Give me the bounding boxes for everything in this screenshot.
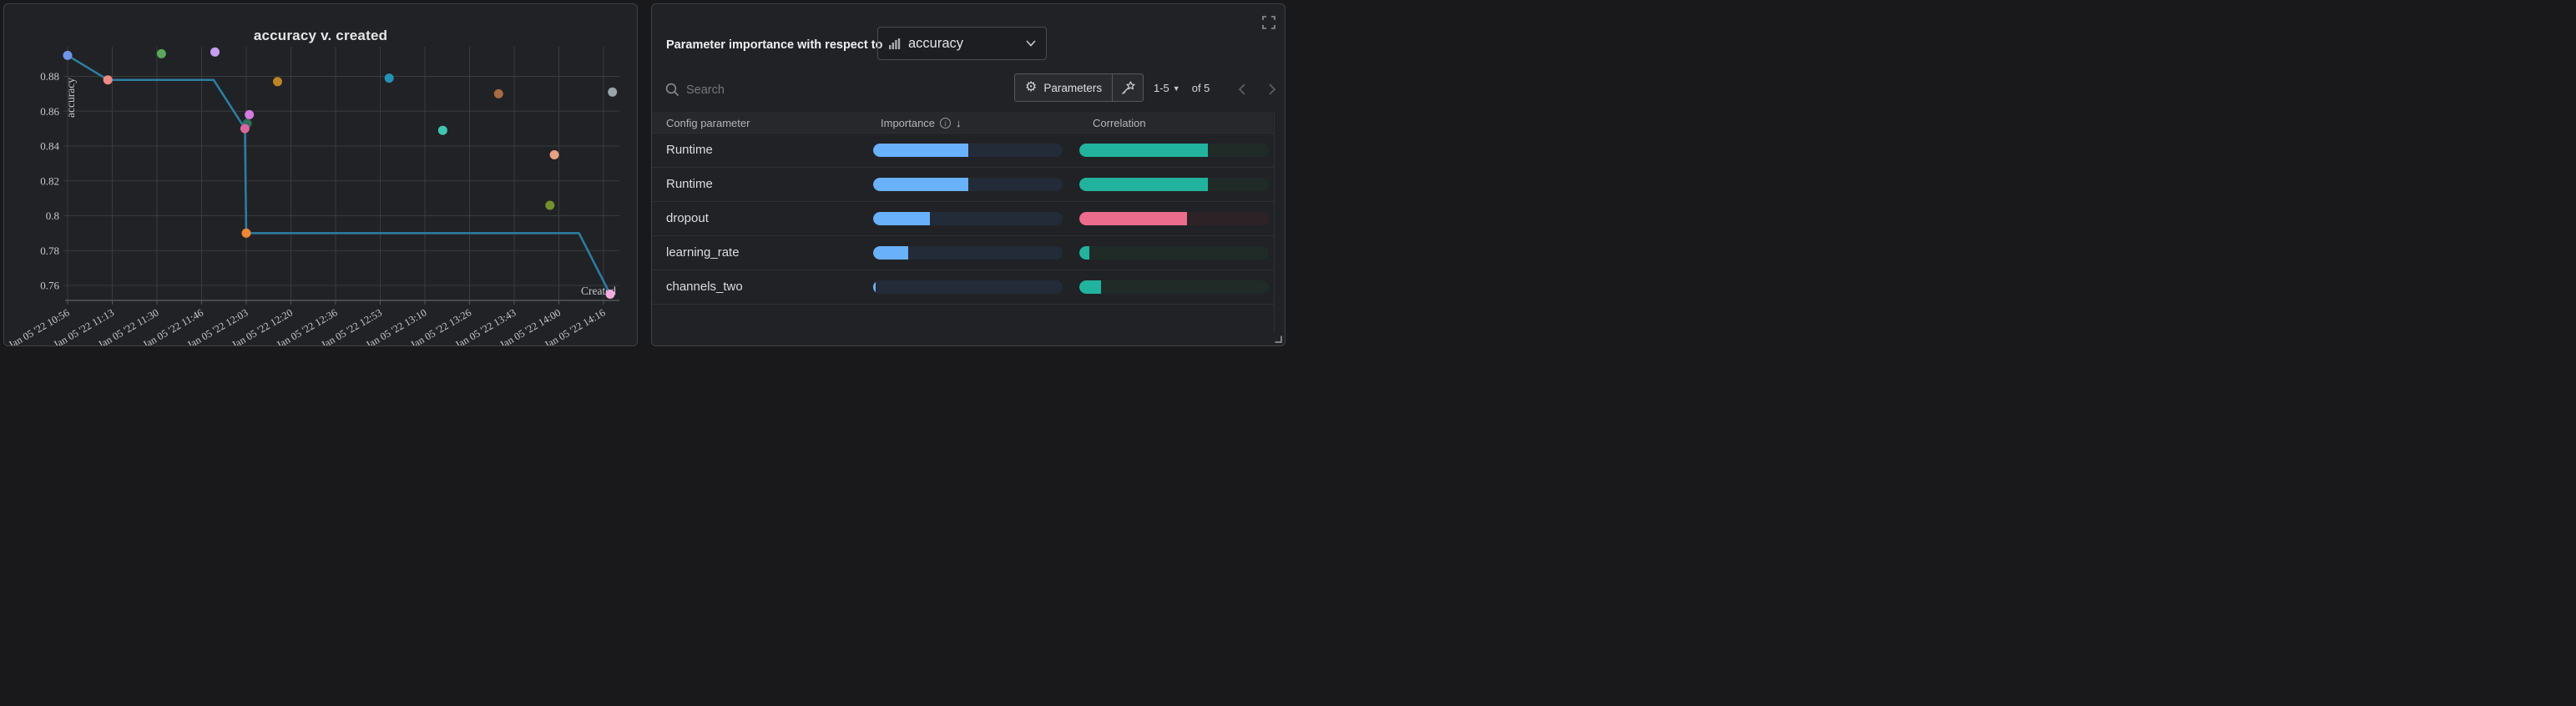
scatter-point[interactable]	[608, 87, 618, 97]
y-tick-label: 0.8	[46, 209, 59, 222]
importance-bar-fill	[873, 246, 908, 260]
table-row[interactable]: Runtime	[652, 133, 1274, 167]
parameters-button-label: Parameters	[1043, 81, 1103, 94]
correlation-bar	[1079, 280, 1269, 294]
column-header-importance[interactable]: Importance i ↓	[881, 117, 962, 129]
y-tick-label: 0.88	[40, 70, 59, 83]
page-range-label: 1-5	[1154, 82, 1169, 94]
table-right-divider	[1274, 112, 1275, 333]
panel-title: Parameter importance with respect to	[666, 38, 883, 52]
search-input[interactable]	[684, 79, 963, 101]
importance-bar-fill	[873, 212, 931, 225]
parameter-importance-panel: Parameter importance with respect to acc…	[651, 3, 1285, 346]
scatter-point[interactable]	[63, 50, 73, 60]
table-row[interactable]: learning_rate	[652, 235, 1274, 270]
chart-title: accuracy v. created	[253, 28, 388, 43]
chevron-down-icon	[1026, 40, 1036, 47]
bar-chart-icon	[889, 38, 901, 49]
parameters-button[interactable]: ⚙ Parameters	[1015, 74, 1112, 101]
scatter-point[interactable]	[156, 48, 166, 58]
correlation-bar	[1079, 144, 1269, 157]
correlation-bar	[1079, 246, 1269, 260]
expand-icon[interactable]	[1262, 16, 1275, 29]
metric-select-value: accuracy	[908, 35, 964, 51]
column-label: Importance	[881, 117, 936, 129]
table-row[interactable]: channels_two	[652, 270, 1274, 304]
config-parameter-name: channels_two	[666, 280, 743, 294]
scatter-point[interactable]	[384, 73, 394, 83]
scatter-point[interactable]	[273, 77, 282, 87]
scatter-point[interactable]	[103, 75, 113, 85]
column-label: Correlation	[1093, 117, 1146, 129]
scatter-point[interactable]	[437, 125, 447, 135]
importance-bar-fill	[873, 144, 968, 157]
scatter-point[interactable]	[493, 88, 503, 98]
config-parameter-name: Runtime	[666, 143, 713, 157]
gear-icon: ⚙	[1025, 80, 1038, 94]
config-parameter-name: learning_rate	[666, 245, 740, 260]
search-icon	[665, 83, 679, 97]
importance-bar	[873, 178, 1063, 191]
correlation-bar-fill	[1079, 280, 1102, 294]
column-label: Config parameter	[666, 117, 750, 129]
importance-bar	[873, 280, 1063, 294]
correlation-bar-fill	[1079, 178, 1209, 191]
caret-down-icon: ▼	[1172, 83, 1180, 93]
sort-descending-icon[interactable]: ↓	[956, 117, 962, 129]
importance-bar	[873, 144, 1063, 157]
scatter-point[interactable]	[245, 109, 255, 119]
page-total-label: of 5	[1191, 82, 1210, 94]
y-tick-label: 0.82	[40, 174, 59, 187]
scatter-point[interactable]	[605, 290, 615, 299]
magic-wand-button[interactable]	[1113, 74, 1143, 101]
scatter-point[interactable]	[210, 47, 220, 57]
column-header-correlation: Correlation	[1093, 117, 1146, 129]
y-tick-label: 0.84	[40, 140, 59, 153]
y-tick-label: 0.76	[40, 280, 59, 292]
importance-bar-fill	[873, 178, 968, 191]
magic-wand-icon	[1121, 80, 1135, 94]
run-line	[67, 54, 612, 295]
chart-panel: accuracy v. created Jan 05 '22 10:56 Jan …	[3, 3, 638, 346]
previous-page-icon[interactable]	[1237, 83, 1247, 95]
column-header-config-parameter: Config parameter	[666, 117, 750, 129]
scatter-point[interactable]	[240, 124, 250, 134]
correlation-bar	[1079, 212, 1269, 225]
next-page-icon[interactable]	[1267, 83, 1277, 95]
table-header-strip	[652, 112, 1273, 133]
metric-select-dropdown[interactable]: accuracy	[877, 27, 1047, 60]
scatter-point[interactable]	[241, 228, 251, 238]
correlation-bar	[1079, 178, 1269, 191]
config-parameter-name: Runtime	[666, 177, 713, 191]
table-row[interactable]: dropout	[652, 201, 1274, 235]
y-tick-label: 0.78	[40, 245, 59, 257]
pagination: 1-5 ▼ of 5	[1154, 82, 1210, 94]
page-range-dropdown[interactable]: 1-5 ▼	[1154, 82, 1180, 94]
y-axis-title: accuracy	[64, 78, 77, 118]
config-parameter-name: dropout	[666, 211, 709, 225]
correlation-bar-fill	[1079, 212, 1188, 225]
y-tick-label: 0.86	[40, 105, 59, 118]
table-row[interactable]: Runtime	[652, 167, 1274, 201]
correlation-bar-fill	[1079, 246, 1090, 260]
parameters-button-group: ⚙ Parameters	[1014, 73, 1144, 102]
button-divider	[1112, 74, 1114, 101]
importance-bar	[873, 212, 1063, 225]
scatter-point[interactable]	[545, 200, 555, 210]
correlation-bar-fill	[1079, 144, 1209, 157]
panel-resize-handle[interactable]	[1274, 335, 1282, 343]
info-icon[interactable]: i	[940, 118, 952, 129]
importance-bar-fill	[873, 280, 876, 294]
importance-bar	[873, 246, 1063, 260]
scatter-point[interactable]	[549, 150, 559, 159]
